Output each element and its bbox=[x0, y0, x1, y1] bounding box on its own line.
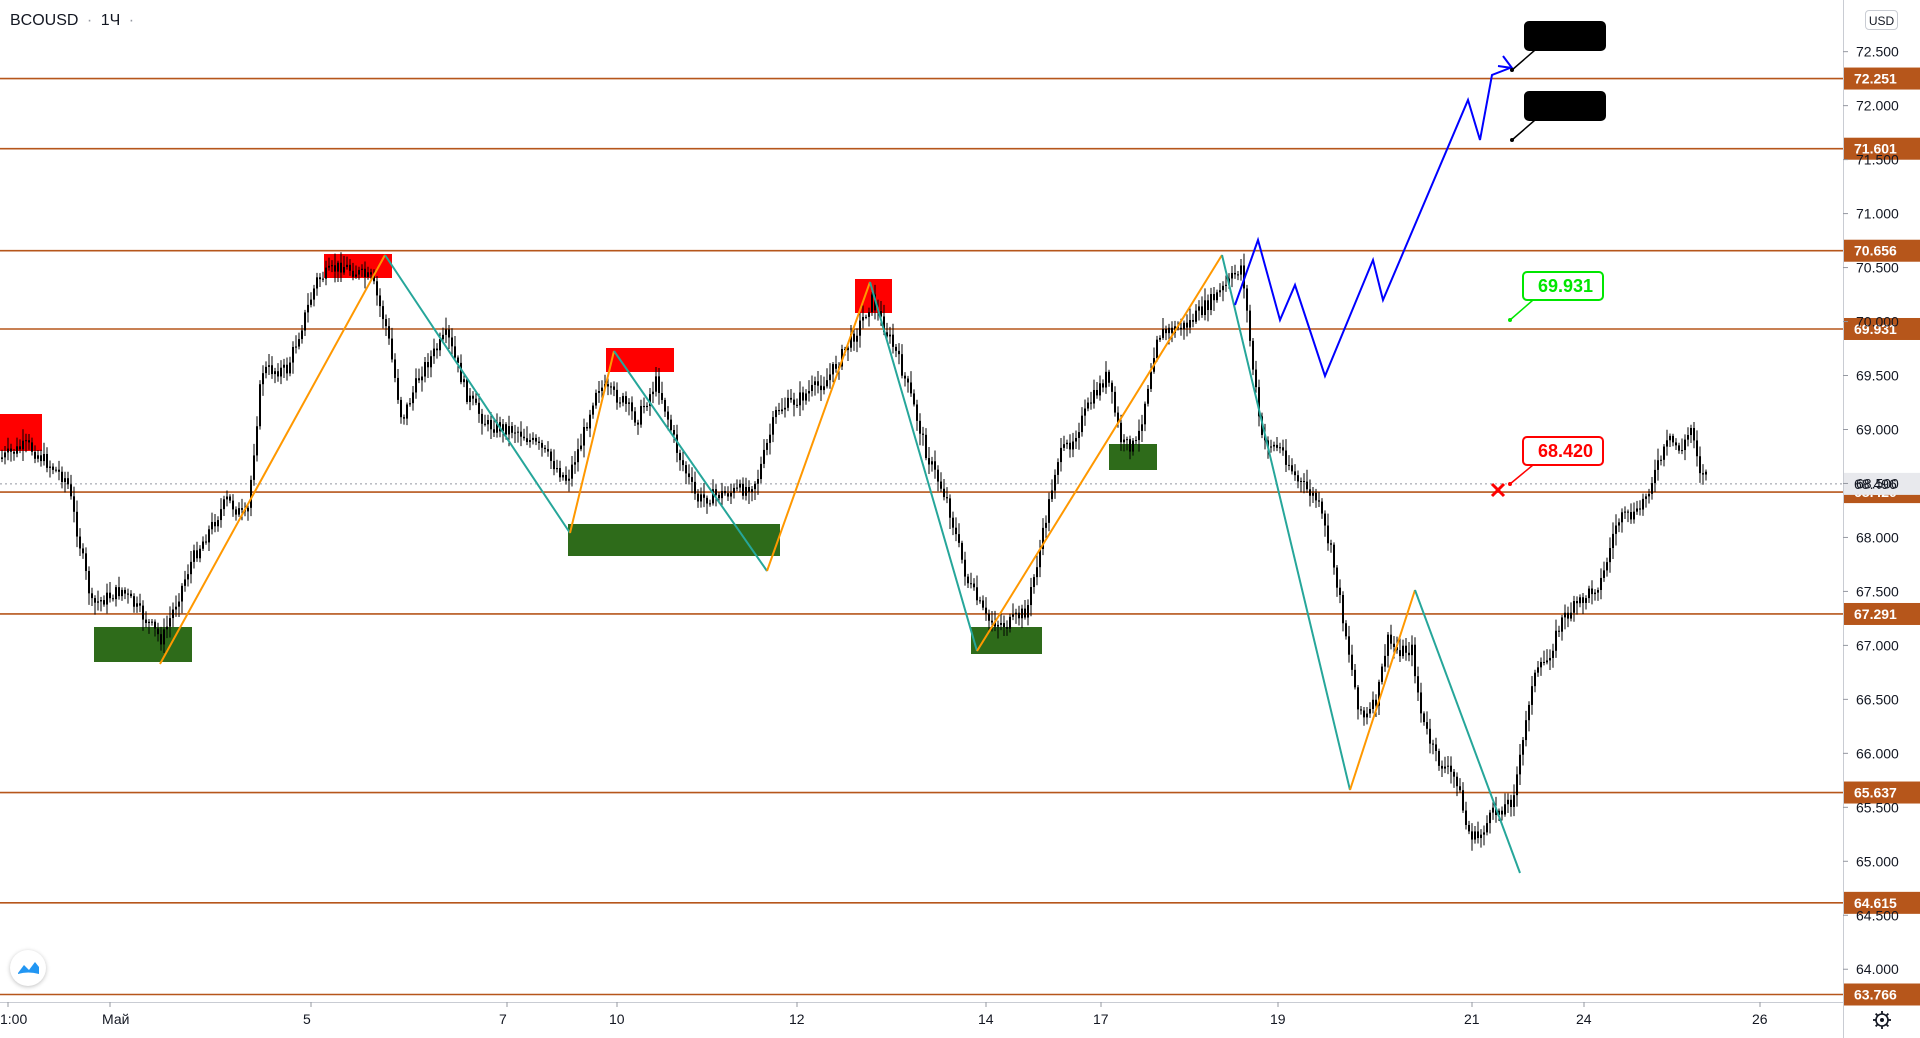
title-separator: · bbox=[86, 12, 93, 29]
logo-glyph bbox=[18, 962, 39, 974]
symbol-ticker: BCOUSD bbox=[10, 12, 79, 29]
title-separator-2: · bbox=[128, 12, 135, 29]
chart-pane[interactable]: BCOUSD · 1Ч · bbox=[0, 0, 1843, 1002]
corner-settings[interactable] bbox=[1843, 1002, 1920, 1038]
symbol-title[interactable]: BCOUSD · 1Ч · bbox=[10, 12, 138, 30]
currency-button[interactable]: USD bbox=[1865, 10, 1898, 30]
tradingview-logo-icon[interactable] bbox=[10, 950, 46, 986]
price-scale[interactable] bbox=[1843, 0, 1920, 1002]
symbol-interval[interactable]: 1Ч bbox=[100, 12, 121, 29]
time-scale[interactable] bbox=[0, 1002, 1843, 1038]
